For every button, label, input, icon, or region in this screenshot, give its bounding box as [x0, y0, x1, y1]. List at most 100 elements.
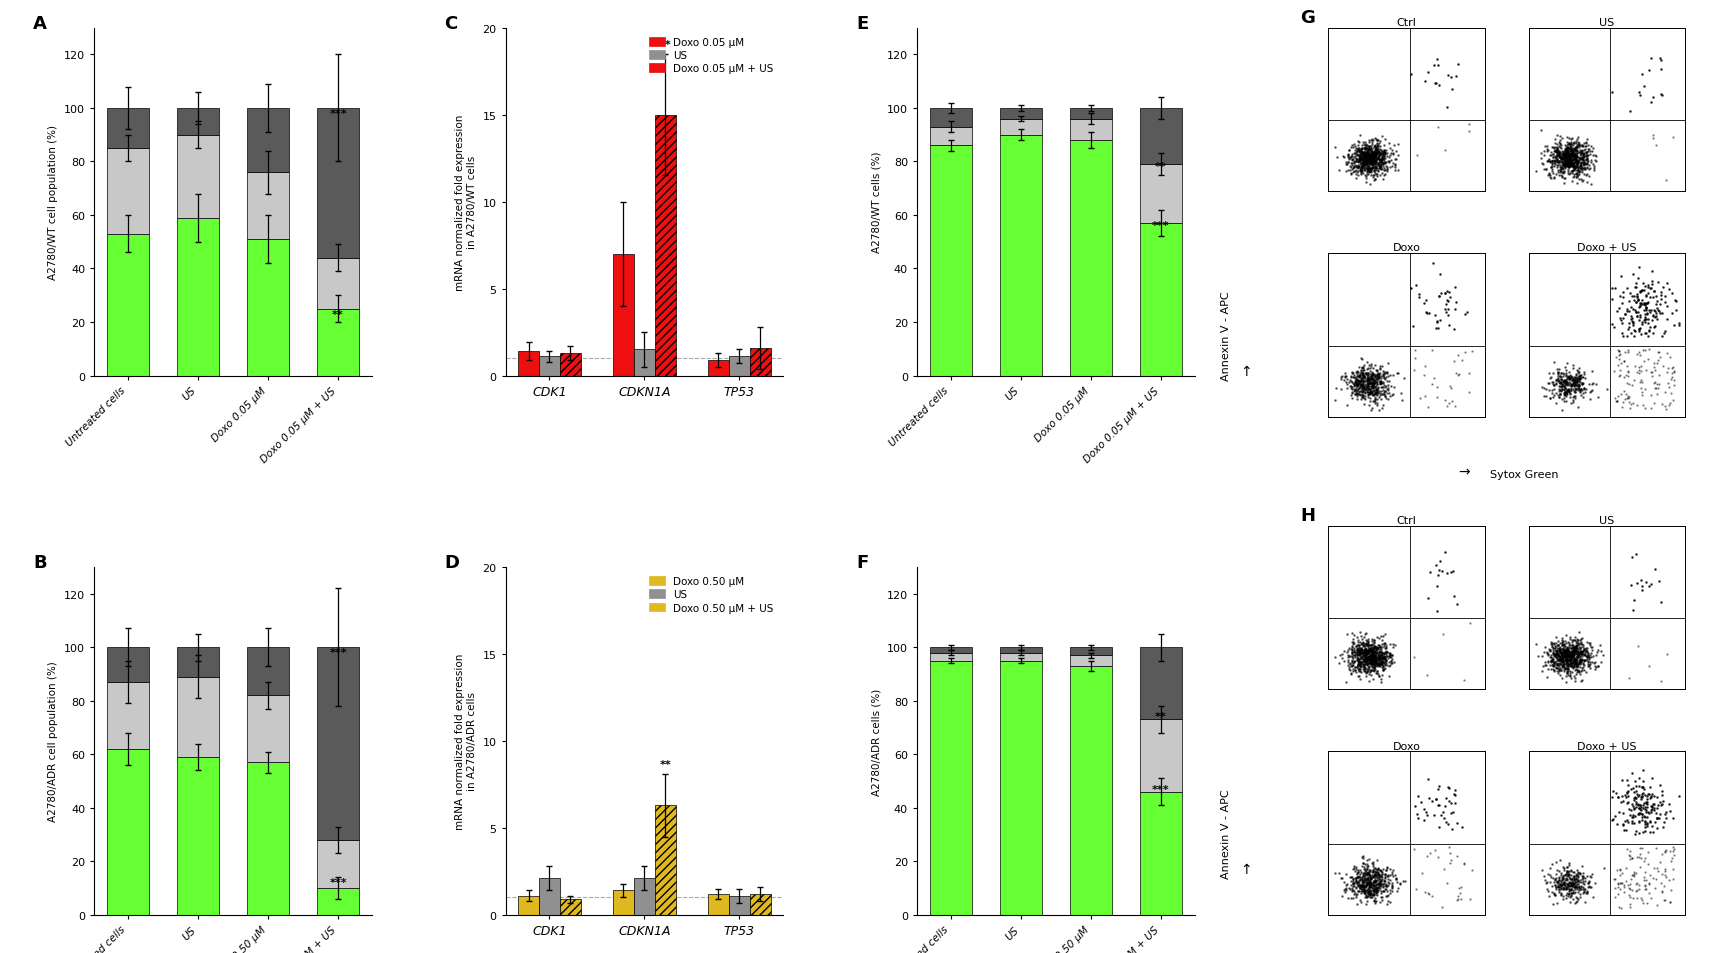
Point	[1355, 866, 1382, 882]
Point	[1649, 884, 1677, 900]
Point	[1376, 867, 1403, 882]
Point	[1552, 653, 1579, 668]
Point	[1552, 389, 1579, 404]
Point	[1567, 631, 1595, 646]
Point	[1374, 648, 1401, 663]
Point	[1559, 378, 1586, 394]
Point	[1571, 136, 1598, 152]
Point	[1559, 155, 1586, 171]
Point	[1521, 164, 1548, 179]
Point	[1554, 167, 1581, 182]
Point	[1434, 875, 1461, 890]
Point	[1345, 658, 1372, 673]
Point	[1357, 871, 1384, 886]
Point	[1567, 647, 1595, 662]
Point	[1352, 154, 1379, 170]
Point	[1564, 646, 1591, 661]
Point	[1369, 883, 1396, 899]
Point	[1362, 860, 1389, 875]
Point	[1360, 153, 1388, 169]
Point	[1557, 644, 1584, 659]
Point	[1644, 801, 1672, 816]
Point	[1547, 649, 1574, 664]
Point	[1562, 874, 1590, 889]
Point	[1374, 893, 1401, 908]
Point	[1562, 389, 1590, 404]
Point	[1634, 844, 1661, 860]
Point	[1367, 672, 1394, 687]
Point	[1545, 372, 1572, 387]
Point	[1355, 139, 1382, 154]
Point	[1367, 876, 1394, 891]
Point	[1341, 639, 1369, 655]
Point	[1598, 813, 1625, 828]
Point	[1550, 877, 1578, 892]
Point	[1360, 656, 1388, 671]
Point	[1425, 820, 1453, 835]
Point	[1631, 879, 1658, 894]
Point	[1365, 152, 1393, 168]
Point	[1336, 381, 1364, 396]
Point	[1350, 156, 1377, 172]
Point	[1542, 649, 1569, 664]
Point	[1560, 152, 1588, 168]
Point	[1345, 658, 1372, 673]
Point	[1564, 139, 1591, 154]
Point	[1644, 302, 1672, 317]
Point	[1359, 156, 1386, 172]
Point	[1352, 154, 1379, 170]
Point	[1550, 645, 1578, 660]
Point	[1566, 167, 1593, 182]
Point	[1567, 662, 1595, 678]
Point	[1364, 143, 1391, 158]
Point	[1612, 307, 1639, 322]
Point	[1552, 359, 1579, 375]
Point	[1369, 659, 1396, 674]
Point	[1559, 640, 1586, 656]
Point	[1548, 651, 1576, 666]
Point	[1543, 660, 1571, 676]
Point	[1651, 290, 1678, 305]
Point	[1610, 880, 1637, 895]
Point	[1564, 867, 1591, 882]
Point	[1548, 169, 1576, 184]
Point	[1610, 355, 1637, 370]
Point	[1345, 654, 1372, 669]
Point	[1352, 643, 1379, 659]
Point	[1352, 644, 1379, 659]
Point	[1545, 653, 1572, 668]
Point	[1560, 669, 1588, 684]
Point	[1372, 651, 1400, 666]
Point	[1552, 639, 1579, 654]
Point	[1360, 640, 1388, 656]
Point	[1543, 148, 1571, 163]
Point	[1350, 164, 1377, 179]
Point	[1360, 655, 1388, 670]
Point	[1371, 651, 1398, 666]
Point	[1557, 649, 1584, 664]
Point	[1374, 163, 1401, 178]
Point	[1371, 387, 1398, 402]
Point	[1533, 142, 1560, 157]
Point	[1622, 865, 1649, 881]
Point	[1367, 152, 1394, 168]
Point	[1559, 872, 1586, 887]
Point	[1566, 866, 1593, 882]
Point	[1554, 648, 1581, 663]
Point	[1555, 137, 1583, 152]
Point	[1559, 646, 1586, 661]
Point	[1360, 875, 1388, 890]
Point	[1620, 790, 1648, 805]
Point	[1352, 662, 1379, 678]
Point	[1543, 873, 1571, 888]
Point	[1555, 365, 1583, 380]
Point	[1437, 796, 1465, 811]
Point	[1571, 140, 1598, 155]
Point	[1554, 649, 1581, 664]
Point	[1454, 124, 1482, 139]
Point	[1560, 646, 1588, 661]
Point	[1533, 144, 1560, 159]
Point	[1348, 160, 1376, 175]
Point	[1636, 824, 1663, 840]
Point	[1345, 152, 1372, 168]
